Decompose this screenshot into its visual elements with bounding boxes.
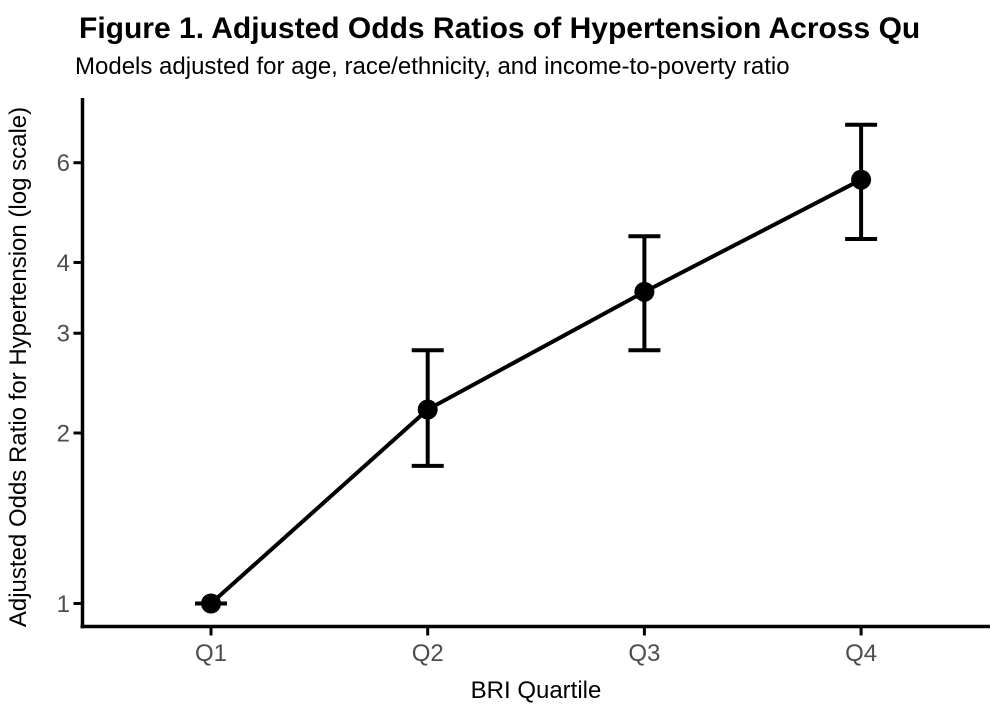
x-axis-title: BRI Quartile	[471, 677, 602, 704]
data-point-q1	[201, 593, 221, 614]
y-tick-label: 1	[57, 591, 70, 618]
figure-title: Figure 1. Adjusted Odds Ratios of Hypert…	[79, 12, 921, 45]
x-tick-label: Q3	[628, 640, 660, 667]
data-point-q3	[634, 281, 655, 302]
x-tick-label: Q4	[845, 640, 877, 667]
x-tick-label: Q2	[412, 640, 444, 667]
data-point-q2	[417, 399, 438, 420]
y-tick-label: 3	[57, 321, 70, 348]
y-tick-label: 2	[57, 420, 70, 447]
y-tick-label: 4	[57, 250, 70, 277]
series-line	[209, 177, 864, 606]
figure-subtitle: Models adjusted for age, race/ethnicity,…	[75, 53, 790, 80]
y-axis-title: Adjusted Odds Ratio for Hypertension (lo…	[5, 107, 32, 627]
data-point-q4	[851, 169, 872, 190]
y-tick-label: 6	[57, 150, 70, 177]
x-tick-label: Q1	[195, 640, 227, 667]
